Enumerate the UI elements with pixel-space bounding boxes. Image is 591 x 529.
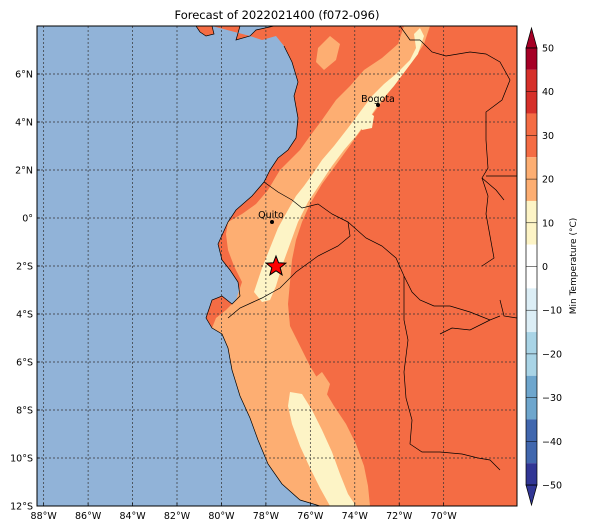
colorbar-segment (526, 310, 537, 333)
lat-tick-label: 12°S (10, 502, 33, 513)
lat-tick-label: 0° (22, 214, 33, 225)
lon-tick-label: 74°W (342, 511, 369, 522)
city-label: Quito (258, 210, 284, 221)
colorbar-label: Min Temperature (°C) (569, 218, 579, 315)
temp-band-10-20-east (312, 372, 330, 398)
colorbar-segment (526, 157, 537, 180)
lat-tick-label: 6°S (16, 358, 33, 369)
lon-tick-label: 78°W (253, 511, 280, 522)
colorbar-segment (526, 375, 537, 398)
colorbar-segment (526, 200, 537, 223)
city-quito[interactable]: Quito (258, 210, 284, 224)
temp-band-0-10-south (288, 392, 356, 506)
city-label: Bogota (361, 94, 395, 105)
lon-tick-label: 88°W (31, 511, 58, 522)
colorbar-segment (526, 222, 537, 245)
temp-band-10-20-north (316, 36, 340, 70)
colorbar-segment (526, 332, 537, 354)
colorbar-segment (526, 135, 537, 158)
colorbar-segment (526, 463, 537, 485)
colorbar-tick-label: −10 (542, 306, 562, 317)
colorbar-extend-max (525, 26, 538, 49)
lon-tick-label: 80°W (208, 511, 235, 522)
lon-tick-label: 86°W (75, 511, 102, 522)
country-borders (195, 26, 517, 506)
graticule (37, 26, 517, 506)
colorbar-tick-label: −20 (542, 349, 562, 360)
colorbar-segment (526, 441, 537, 464)
land-patch (196, 26, 214, 36)
lat-tick-label: 6°N (15, 70, 33, 81)
colorbar-segment (526, 266, 537, 289)
colorbar-segment (526, 91, 537, 114)
lon-tick-label: 76°W (297, 511, 324, 522)
lat-tick-label: 4°N (15, 118, 33, 129)
colorbar-segment (526, 48, 537, 70)
location-star-marker[interactable] (264, 254, 288, 276)
colorbar-tick-label: 50 (542, 44, 554, 55)
colorbar-segment (526, 244, 537, 267)
lat-tick-label: 8°S (16, 406, 33, 417)
map-area[interactable]: Bogota Quito (37, 26, 517, 506)
lon-tick-label: 70°W (431, 511, 458, 522)
lon-tick-label: 82°W (164, 511, 191, 522)
temp-band-0-10 (254, 28, 424, 302)
colorbar-tick-label: 40 (542, 87, 554, 98)
city-dot (270, 220, 274, 224)
city-dot (376, 103, 380, 107)
colorbar-segment (526, 288, 537, 311)
lon-tick-label: 72°W (386, 511, 413, 522)
colorbar: 50 40 30 20 10 0 −10 −20 −30 −40 −50 (525, 26, 562, 507)
lat-tick-label: 4°S (16, 310, 33, 321)
colorbar-tick-label: −30 (542, 393, 562, 404)
colorbar-tick-label: −50 (542, 481, 562, 492)
map-title: Forecast of 2022021400 (f072-096) (175, 8, 380, 22)
colorbar-segment (526, 179, 537, 201)
colorbar-extend-min (525, 484, 538, 507)
longitude-tick-labels: 88°W 86°W 84°W 82°W 80°W 78°W 76°W 74°W 72°W 70°W (31, 503, 458, 522)
colorbar-tick-label: 0 (542, 262, 548, 273)
latitude-tick-labels: 6°N 4°N 2°N 0° 2°S 4°S 6°S 8°S 10°S 12°S (10, 70, 40, 513)
temp-band-0-10-bogota (358, 110, 374, 130)
city-bogota[interactable]: Bogota (361, 94, 395, 107)
colorbar-segment (526, 419, 537, 442)
colorbar-tick-label: 30 (542, 131, 554, 142)
colorbar-segment (526, 397, 537, 420)
lat-tick-label: 10°S (10, 454, 33, 465)
lat-tick-label: 2°N (15, 166, 33, 177)
temp-band-10-20 (212, 26, 430, 506)
lon-tick-label: 84°W (119, 511, 146, 522)
colorbar-segment (526, 353, 537, 376)
colorbar-tick-label: −40 (542, 437, 562, 448)
colorbar-segment (526, 113, 537, 136)
colorbar-tick-label: 10 (542, 218, 554, 229)
colorbar-tick-label: 20 (542, 175, 554, 186)
lat-tick-label: 2°S (16, 262, 33, 273)
colorbar-segment (526, 69, 537, 92)
